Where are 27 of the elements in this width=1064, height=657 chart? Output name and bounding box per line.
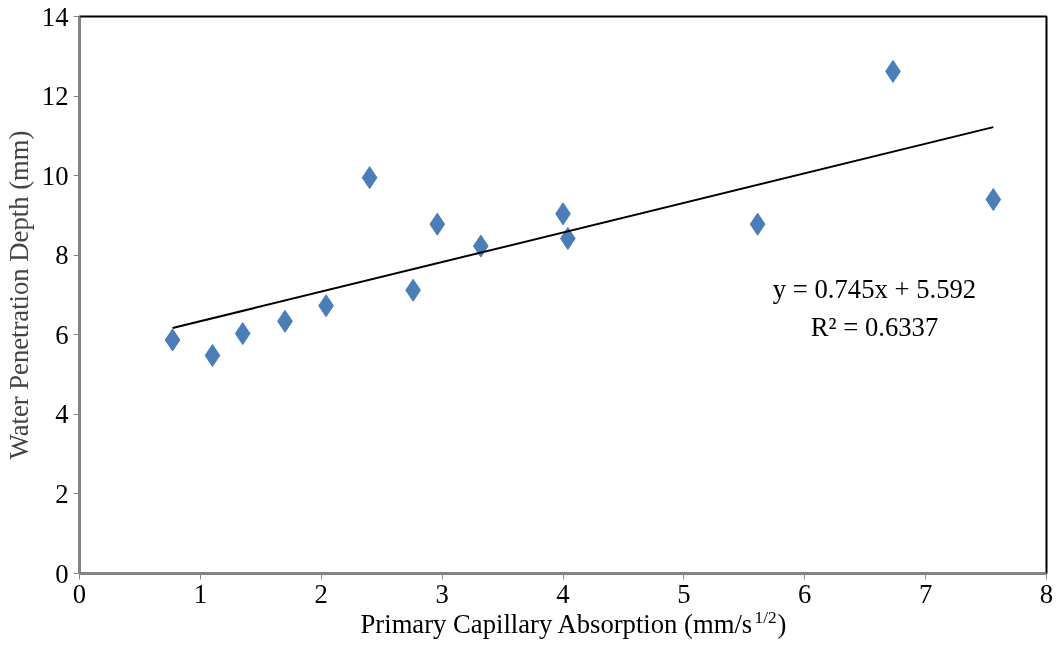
x-tick-label: 8	[1039, 578, 1054, 609]
point	[985, 188, 1002, 212]
point	[164, 328, 181, 352]
y-tick-label: 4	[55, 399, 69, 430]
x-tick-label: 4	[556, 578, 570, 609]
x-tick-label: 7	[918, 578, 933, 609]
y-tick-label: 10	[41, 160, 69, 191]
y-axis-title: Water Penetration Depth (mm)	[3, 130, 34, 460]
x-tick-label: 2	[314, 578, 328, 609]
point	[234, 322, 251, 346]
annotation: y = 0.745x + 5.592	[772, 273, 977, 304]
point	[361, 166, 378, 190]
y-tick-label: 12	[41, 81, 69, 112]
x-tick-label: 1	[193, 578, 208, 609]
y-tick-label: 0	[55, 558, 69, 589]
point	[472, 234, 489, 258]
y-tick-label: 8	[55, 240, 69, 271]
y-tick-label: 14	[41, 1, 69, 32]
y-tick-label: 2	[55, 478, 69, 509]
annotation: R² = 0.6337	[810, 311, 939, 342]
point	[749, 212, 766, 236]
point	[429, 212, 446, 236]
x-tick-label: 6	[798, 578, 812, 609]
x-tick-label: 3	[435, 578, 449, 609]
point	[204, 343, 221, 367]
x-tick-label: 5	[677, 578, 691, 609]
y-tick-label: 6	[55, 319, 69, 350]
